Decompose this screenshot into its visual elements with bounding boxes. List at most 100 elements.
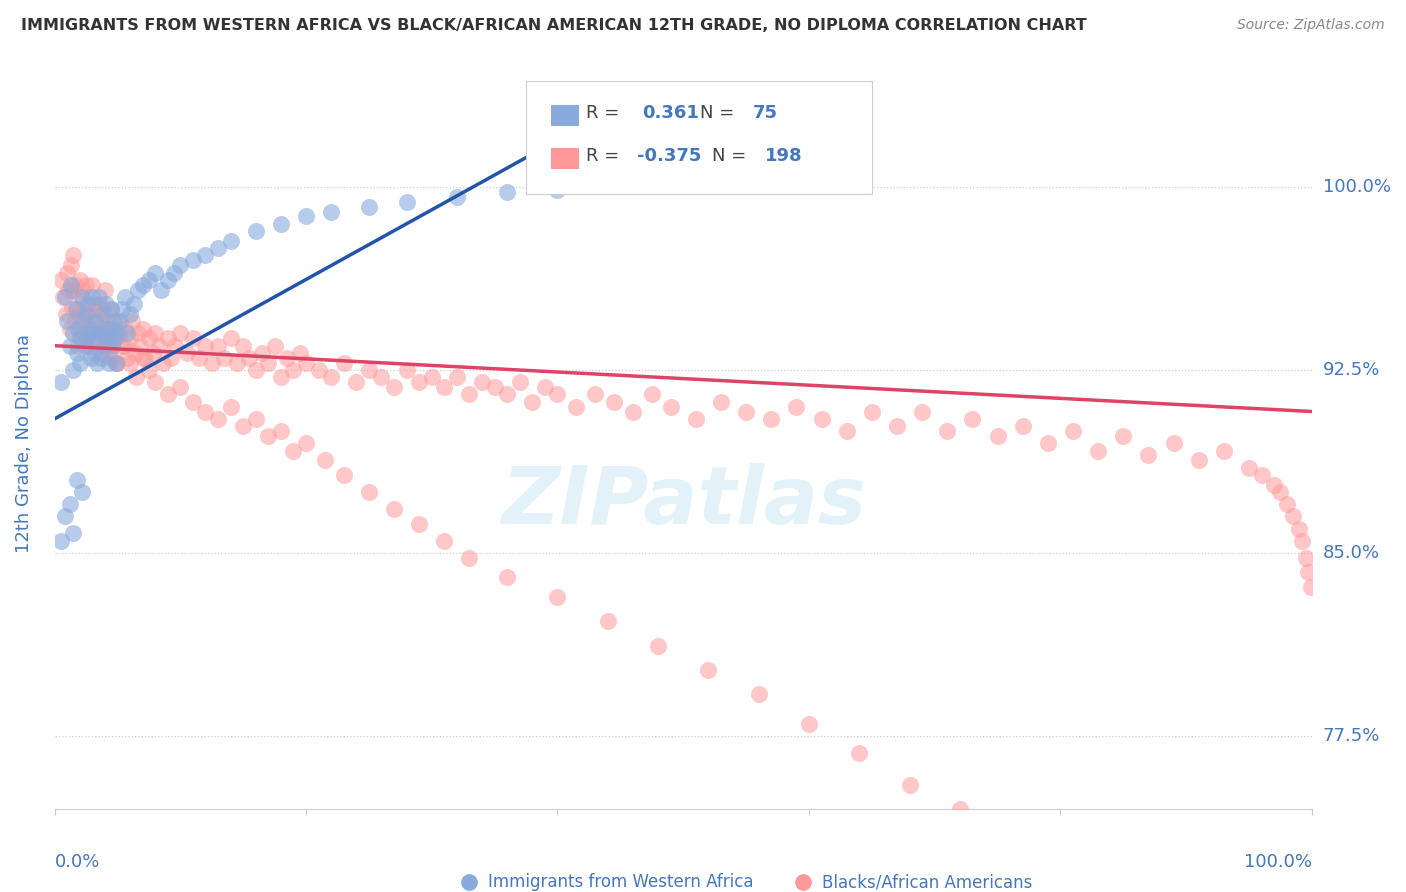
Point xyxy=(214,351,236,365)
Point xyxy=(82,302,104,317)
Point xyxy=(357,363,380,377)
Point xyxy=(496,185,519,199)
Point xyxy=(295,436,318,450)
Point xyxy=(83,314,105,328)
Point xyxy=(118,307,141,321)
Point xyxy=(565,400,588,414)
Point xyxy=(911,404,934,418)
Point xyxy=(458,387,481,401)
Point xyxy=(105,326,128,341)
Point xyxy=(314,453,336,467)
Point xyxy=(96,326,118,341)
Point xyxy=(332,467,354,482)
Point xyxy=(66,473,89,487)
Point xyxy=(79,307,101,321)
Point xyxy=(484,380,506,394)
Point xyxy=(534,380,557,394)
Point xyxy=(105,356,128,370)
Point xyxy=(97,346,120,360)
Point xyxy=(58,283,80,297)
Point xyxy=(131,351,153,365)
Text: R =: R = xyxy=(586,103,626,121)
Point xyxy=(108,314,131,328)
Point xyxy=(70,290,93,304)
Point xyxy=(181,253,204,268)
Point xyxy=(245,412,267,426)
Point xyxy=(433,380,456,394)
Point xyxy=(91,307,114,321)
Point xyxy=(62,326,84,341)
Point xyxy=(395,363,418,377)
Point xyxy=(1087,443,1109,458)
Point xyxy=(104,331,127,345)
Point xyxy=(621,404,644,418)
Point xyxy=(735,404,758,418)
Point xyxy=(283,443,305,458)
Point xyxy=(90,302,112,317)
Point xyxy=(82,277,104,292)
Point xyxy=(56,266,79,280)
Point xyxy=(142,346,165,360)
Point xyxy=(84,307,107,321)
Point xyxy=(105,314,128,328)
Text: 85.0%: 85.0% xyxy=(1323,544,1381,562)
Point xyxy=(87,314,110,328)
Point xyxy=(270,370,292,384)
Point xyxy=(70,485,93,500)
Point xyxy=(100,351,122,365)
Point xyxy=(1112,429,1135,443)
Point xyxy=(96,339,118,353)
Point xyxy=(257,429,280,443)
Point xyxy=(98,321,121,335)
Point xyxy=(1275,497,1298,511)
Point xyxy=(420,370,443,384)
Point xyxy=(83,297,105,311)
Point xyxy=(72,283,94,297)
Point xyxy=(1036,436,1059,450)
Point xyxy=(80,339,103,353)
Point xyxy=(62,526,84,541)
Point xyxy=(257,356,280,370)
Point xyxy=(96,331,118,345)
Point xyxy=(446,190,468,204)
Point xyxy=(101,339,124,353)
Point xyxy=(86,339,108,353)
Point xyxy=(225,356,247,370)
Point xyxy=(583,387,606,401)
Point xyxy=(295,356,318,370)
Point xyxy=(276,351,298,365)
Point xyxy=(496,570,519,584)
Point xyxy=(77,321,100,335)
Point xyxy=(295,210,318,224)
Point xyxy=(134,351,156,365)
Point xyxy=(111,302,134,317)
Point xyxy=(1291,533,1313,548)
Point xyxy=(1299,580,1322,594)
Point xyxy=(201,356,224,370)
Point xyxy=(207,412,229,426)
Point xyxy=(433,533,456,548)
Point xyxy=(270,217,292,231)
Point xyxy=(357,485,380,500)
Point xyxy=(94,297,117,311)
Point xyxy=(143,266,166,280)
Text: Immigrants from Western Africa: Immigrants from Western Africa xyxy=(488,873,754,891)
Point xyxy=(207,339,229,353)
Point xyxy=(232,339,254,353)
Point xyxy=(1263,477,1285,491)
Point xyxy=(118,356,141,370)
Point xyxy=(114,321,136,335)
Point xyxy=(641,387,664,401)
Point xyxy=(886,419,908,434)
Point xyxy=(785,400,807,414)
Point xyxy=(125,370,148,384)
Point xyxy=(69,314,91,328)
Point xyxy=(797,716,820,731)
Point xyxy=(127,326,149,341)
Text: 75: 75 xyxy=(752,103,778,121)
Point xyxy=(62,248,84,262)
Point xyxy=(86,356,108,370)
Point xyxy=(986,429,1008,443)
Point xyxy=(104,331,127,345)
Point xyxy=(1062,424,1084,438)
